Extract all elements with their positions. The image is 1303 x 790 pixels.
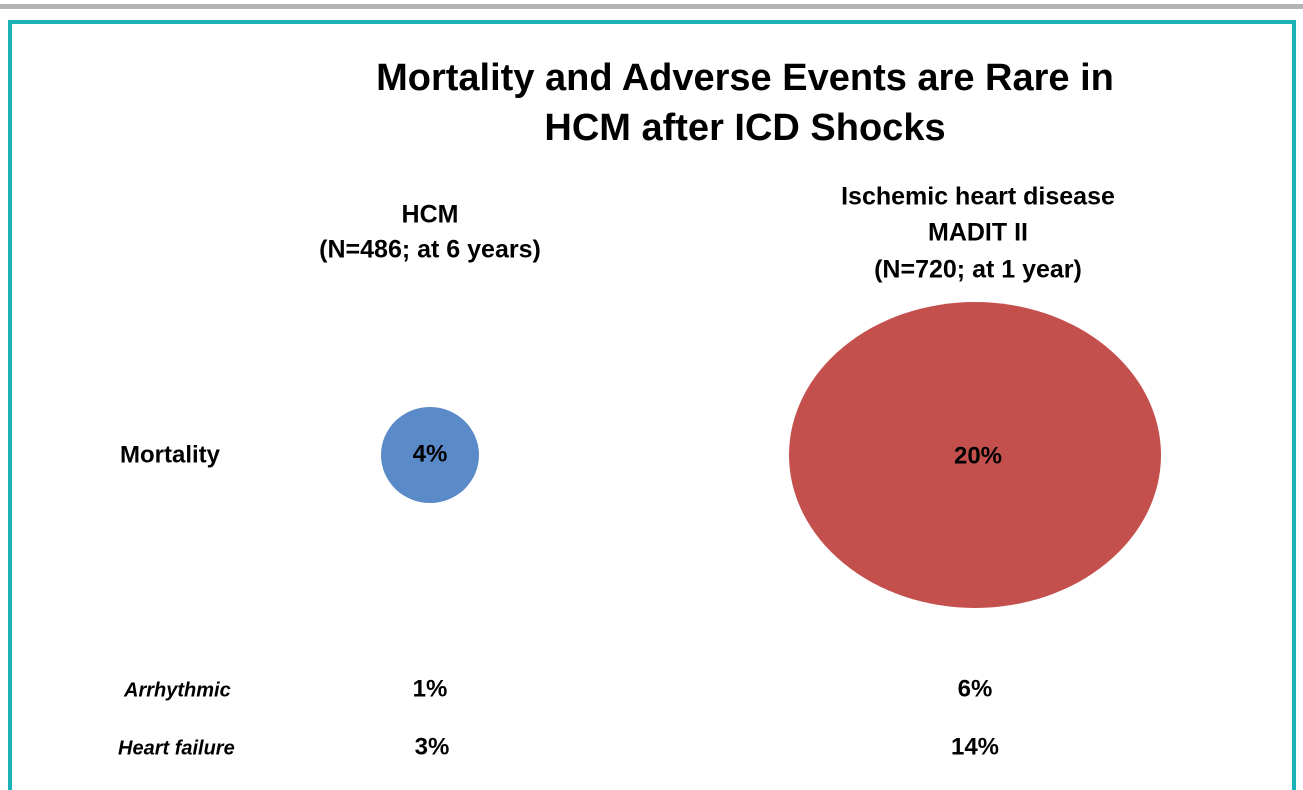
column-header: HCM (402, 201, 459, 229)
mortality-circle (789, 302, 1161, 608)
row-label: Arrhythmic (123, 679, 231, 701)
heart-failure-value: 14% (951, 733, 999, 760)
frame (8, 20, 1296, 790)
mortality-value: 20% (954, 442, 1002, 469)
column-header: (N=486; at 6 years) (319, 236, 541, 264)
arrhythmic-value: 1% (413, 675, 448, 702)
row-label: Heart failure (118, 737, 235, 759)
title-line: HCM after ICD Shocks (544, 107, 945, 149)
title-line: Mortality and Adverse Events are Rare in (376, 57, 1114, 99)
mortality-value: 4% (413, 440, 448, 467)
heart-failure-value: 3% (415, 733, 450, 760)
mortality-circle (381, 407, 479, 503)
row-label: Mortality (120, 441, 221, 468)
column-header: (N=720; at 1 year) (874, 256, 1082, 284)
top-rule (0, 4, 1303, 9)
column-header: Ischemic heart disease (841, 183, 1115, 211)
arrhythmic-value: 6% (958, 675, 993, 702)
column-header: MADIT II (928, 219, 1028, 247)
